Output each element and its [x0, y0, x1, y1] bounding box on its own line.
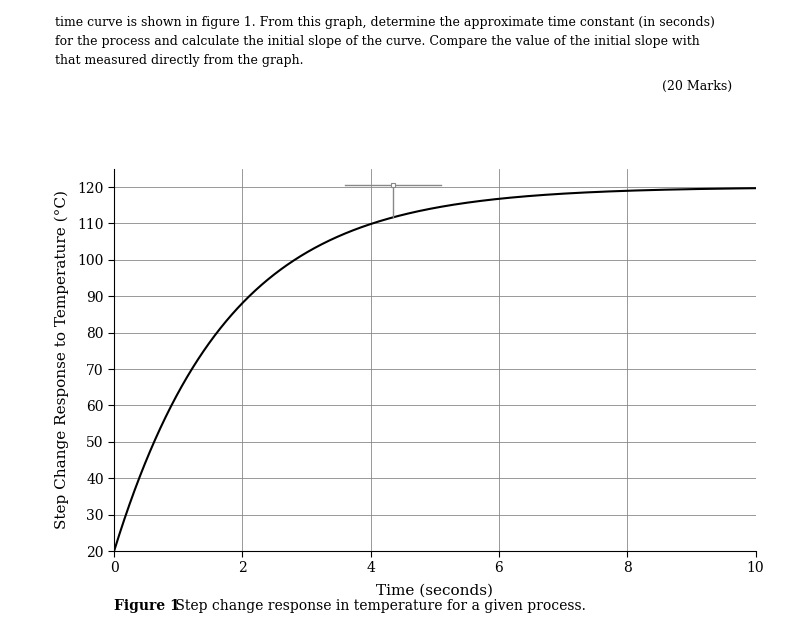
Text: that measured directly from the graph.: that measured directly from the graph. [55, 54, 304, 67]
Y-axis label: Step Change Response to Temperature (°C): Step Change Response to Temperature (°C) [54, 190, 69, 529]
Text: Step change response in temperature for a given process.: Step change response in temperature for … [171, 599, 586, 613]
X-axis label: Time (seconds): Time (seconds) [376, 583, 493, 598]
Text: (20 Marks): (20 Marks) [662, 80, 732, 92]
Text: time curve is shown in figure 1. From this graph, determine the approximate time: time curve is shown in figure 1. From th… [55, 16, 715, 29]
Text: Figure 1: Figure 1 [114, 599, 180, 613]
Text: for the process and calculate the initial slope of the curve. Compare the value : for the process and calculate the initia… [55, 35, 700, 48]
